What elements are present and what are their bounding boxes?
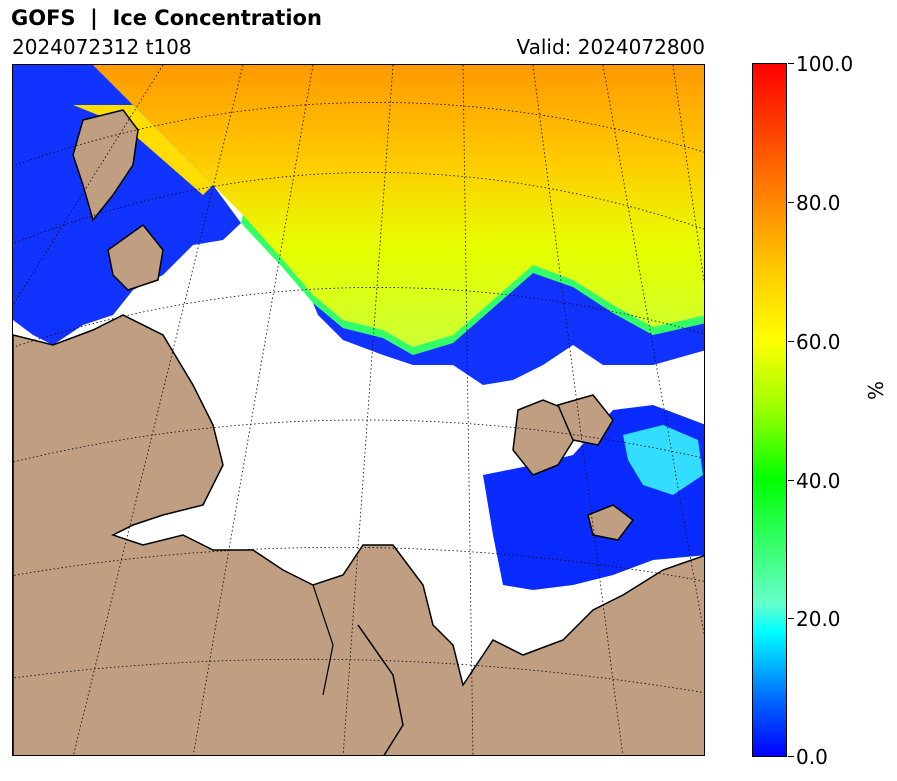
- colorbar-tick: [788, 756, 794, 757]
- colorbar-unit: %: [864, 380, 888, 400]
- east-ice-cyan: [623, 425, 703, 495]
- colorbar-tick: [788, 202, 794, 203]
- colorbar-tick-label: 100.0: [796, 52, 854, 76]
- valid-label: Valid: 2024072800: [516, 35, 705, 59]
- marginal-ice-blue: [313, 273, 704, 385]
- island-nw-2: [107, 223, 164, 291]
- colorbar-tick-label: 80.0: [796, 191, 841, 215]
- mainland: [13, 314, 704, 755]
- colorbar: [752, 63, 787, 757]
- run-label: 2024072312 t108: [12, 35, 192, 59]
- river-2: [312, 584, 334, 696]
- ice-concentration-map: [12, 64, 705, 756]
- colorbar-tick: [788, 618, 794, 619]
- colorbar-tick-label: 0.0: [796, 745, 828, 769]
- river: [357, 624, 404, 755]
- colorbar-tick: [788, 63, 794, 64]
- colorbar-tick-label: 40.0: [796, 469, 841, 493]
- map-title: GOFS | Ice Concentration: [11, 6, 322, 30]
- west-ice-blue: [13, 65, 241, 345]
- colorbar-tick-label: 60.0: [796, 330, 841, 354]
- pack-ice-region: [93, 65, 704, 347]
- map-svg: [13, 65, 704, 755]
- colorbar-tick-label: 20.0: [796, 607, 841, 631]
- graticule: [13, 65, 704, 755]
- west-ice-green: [73, 105, 213, 195]
- colorbar-tick: [788, 480, 794, 481]
- colorbar-tick: [788, 341, 794, 342]
- island-east-3: [587, 504, 635, 541]
- island-nw-1: [72, 109, 139, 222]
